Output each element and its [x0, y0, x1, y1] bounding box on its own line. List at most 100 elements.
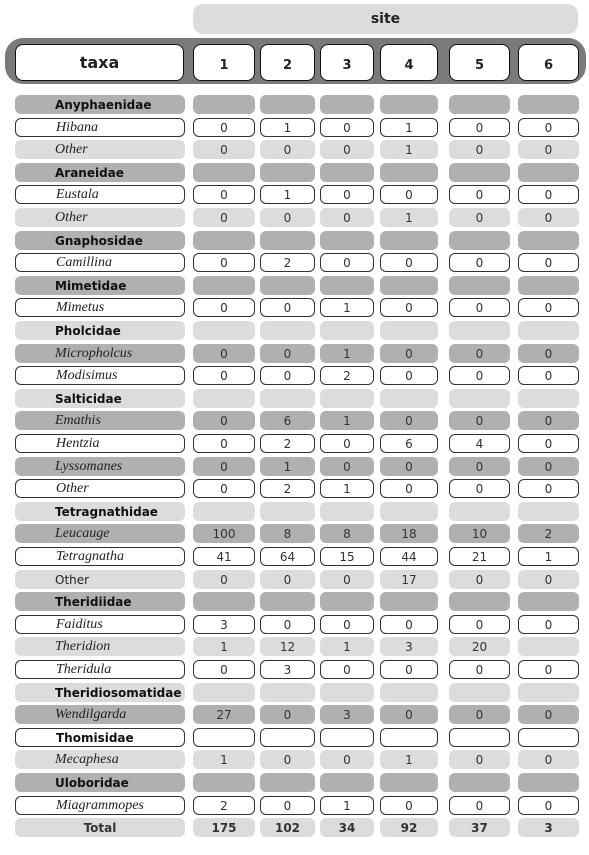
count-value: 0 [475, 368, 484, 383]
count-cell: 0 [518, 457, 579, 476]
count-value: 0 [475, 617, 484, 632]
site-column-header: 3 [320, 44, 374, 81]
count-value: 0 [475, 459, 484, 474]
count-cell [449, 163, 510, 182]
count-value: 0 [405, 662, 413, 677]
genus-label: Hibana [15, 118, 185, 137]
count-cell: 0 [320, 185, 374, 204]
count-cell: 0 [193, 570, 255, 589]
count-value: 1 [544, 549, 553, 564]
count-cell: 0 [260, 615, 315, 634]
count-cell: 0 [449, 615, 510, 634]
count-cell [260, 389, 315, 408]
count-cell [260, 502, 315, 521]
count-cell: 0 [380, 366, 438, 385]
count-cell: 0 [449, 796, 510, 815]
genus-label: Other [15, 570, 185, 589]
count-cell: 0 [518, 796, 579, 815]
genus-label: Theridula [15, 660, 185, 679]
count-cell: 1 [320, 479, 374, 498]
row-label-text: Mimetus [56, 299, 105, 315]
count-value: 37 [471, 820, 488, 835]
count-cell: 1 [320, 411, 374, 430]
family-label: Theridiosomatidae [15, 683, 185, 702]
row-label-text: Faiditus [56, 616, 103, 632]
count-value: 0 [283, 210, 292, 225]
count-value: 0 [283, 346, 292, 361]
count-cell [320, 728, 374, 747]
count-cell: 1 [320, 637, 374, 656]
count-value: 0 [475, 255, 484, 270]
count-value: 0 [405, 798, 413, 813]
row-label-text: Tetragnatha [56, 548, 124, 564]
count-cell [518, 502, 579, 521]
count-value: 0 [220, 436, 228, 451]
count-cell: 0 [260, 366, 315, 385]
count-cell: 1 [320, 796, 374, 815]
site-header-label: site [370, 11, 401, 27]
count-cell: 0 [518, 140, 579, 159]
count-cell [518, 683, 579, 702]
count-cell: 0 [449, 140, 510, 159]
count-cell: 2 [260, 479, 315, 498]
count-cell: 0 [449, 208, 510, 227]
count-cell: 0 [449, 660, 510, 679]
count-cell: 100 [193, 524, 255, 543]
count-cell: 0 [193, 185, 255, 204]
count-cell [380, 502, 438, 521]
count-value: 0 [283, 300, 292, 315]
count-value: 1 [343, 300, 351, 315]
count-value: 1 [405, 120, 413, 135]
count-value: 8 [343, 526, 351, 541]
count-value: 0 [220, 346, 228, 361]
count-value: 0 [220, 413, 228, 428]
count-cell [518, 773, 579, 792]
count-value: 3 [220, 617, 228, 632]
site-number: 1 [219, 58, 229, 73]
count-cell: 12 [260, 637, 315, 656]
count-cell: 0 [320, 570, 374, 589]
count-cell [260, 231, 315, 250]
count-value: 0 [475, 481, 484, 496]
genus-label: Miagrammopes [15, 796, 185, 815]
count-cell: 0 [193, 118, 255, 137]
count-cell: 0 [380, 615, 438, 634]
row-label-text: Other [55, 141, 88, 157]
row-label-text: Theridion [55, 638, 111, 654]
count-cell: 6 [260, 411, 315, 430]
count-value: 1 [343, 639, 351, 654]
count-value: 0 [220, 300, 228, 315]
count-cell [260, 95, 315, 114]
count-cell: 0 [320, 253, 374, 272]
count-cell [518, 276, 579, 295]
count-value: 0 [544, 368, 553, 383]
count-cell [193, 276, 255, 295]
count-cell [320, 321, 374, 340]
count-cell: 0 [449, 298, 510, 317]
count-value: 18 [401, 526, 417, 541]
count-cell: 0 [320, 208, 374, 227]
count-cell: 0 [518, 434, 579, 453]
count-value: 0 [475, 346, 484, 361]
count-cell [193, 231, 255, 250]
count-cell [518, 231, 579, 250]
count-value: 0 [343, 210, 351, 225]
genus-label: Emathis [15, 411, 185, 430]
count-value: 0 [544, 187, 553, 202]
count-cell [320, 163, 374, 182]
count-cell: 27 [193, 705, 255, 724]
count-value: 0 [283, 752, 292, 767]
count-cell [193, 389, 255, 408]
site-number: 4 [404, 58, 414, 73]
family-label: Anyphaenidae [15, 95, 185, 114]
count-value: 15 [339, 549, 355, 564]
site-number: 2 [282, 58, 293, 73]
count-value: 17 [401, 572, 417, 587]
site-number: 5 [474, 58, 485, 73]
count-value: 4 [475, 436, 484, 451]
count-cell: 0 [380, 457, 438, 476]
count-cell: 0 [320, 750, 374, 769]
count-cell: 0 [449, 570, 510, 589]
count-cell: 0 [320, 457, 374, 476]
count-cell: 0 [518, 411, 579, 430]
